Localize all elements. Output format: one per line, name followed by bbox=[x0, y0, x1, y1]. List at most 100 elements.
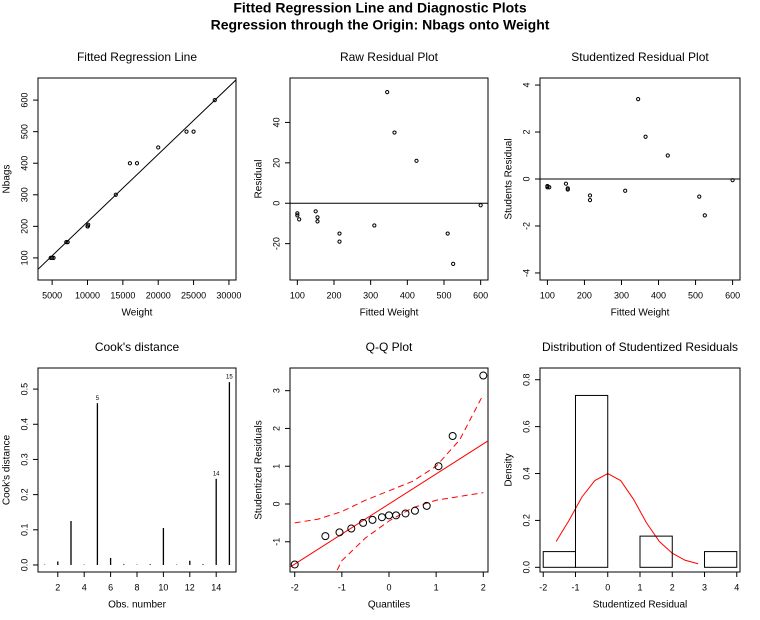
panel-title: Raw Residual Plot bbox=[340, 50, 439, 64]
y-tick-label: 0.5 bbox=[19, 383, 29, 396]
y-tick-label: -4 bbox=[521, 269, 531, 277]
point bbox=[321, 532, 330, 541]
point bbox=[290, 560, 299, 569]
point bbox=[337, 231, 342, 236]
y-tick-label: 3 bbox=[271, 388, 281, 393]
x-tick-label: 5000 bbox=[42, 290, 62, 300]
x-axis-label: Weight bbox=[122, 308, 153, 319]
x-tick-label: 200 bbox=[326, 290, 341, 300]
x-tick-label: 200 bbox=[577, 290, 592, 300]
y-tick-label: 2 bbox=[271, 426, 281, 431]
x-tick-label: 10 bbox=[158, 582, 168, 592]
y-tick-label: 600 bbox=[19, 93, 29, 108]
y-tick-label: 0 bbox=[271, 501, 281, 506]
x-tick-label: 300 bbox=[363, 290, 378, 300]
point bbox=[295, 211, 300, 216]
y-tick-label: 4 bbox=[521, 83, 531, 88]
panel-title: Q-Q Plot bbox=[366, 340, 413, 354]
plot-frame bbox=[289, 77, 489, 281]
x-tick-label: 1 bbox=[637, 582, 642, 592]
point bbox=[50, 255, 55, 261]
point bbox=[313, 209, 318, 214]
x-axis-label: Fitted Weight bbox=[611, 308, 670, 319]
y-tick-label: -1 bbox=[271, 538, 281, 546]
y-tick-label: 500 bbox=[19, 124, 29, 139]
x-axis-label: Studentized Residual bbox=[593, 600, 688, 611]
y-tick-label: 0.2 bbox=[521, 514, 531, 527]
point bbox=[335, 528, 344, 537]
bar bbox=[574, 394, 609, 568]
point bbox=[359, 518, 368, 527]
point bbox=[64, 240, 69, 245]
point bbox=[587, 198, 593, 203]
x-tick-label: -1 bbox=[338, 582, 346, 592]
curve bbox=[290, 440, 488, 568]
x-tick-label: 6 bbox=[108, 582, 113, 592]
panel bbox=[38, 79, 236, 270]
point bbox=[623, 188, 628, 193]
point-label: 15 bbox=[226, 375, 233, 381]
y-tick-label: 0.0 bbox=[19, 559, 29, 572]
point bbox=[730, 178, 735, 183]
point bbox=[191, 129, 196, 134]
y-tick-label: -20 bbox=[271, 237, 281, 250]
point bbox=[422, 501, 431, 510]
y-tick-label: 200 bbox=[19, 219, 29, 234]
point bbox=[587, 193, 593, 198]
point bbox=[697, 194, 702, 199]
y-tick-label: 300 bbox=[19, 187, 29, 202]
point bbox=[401, 509, 410, 518]
y-tick-label: 0.4 bbox=[19, 418, 29, 431]
x-tick-label: 600 bbox=[725, 290, 740, 300]
panel-title: Distribution of Studentized Residuals bbox=[542, 340, 738, 354]
x-tick-label: 600 bbox=[473, 290, 488, 300]
point bbox=[337, 239, 342, 244]
point bbox=[156, 145, 161, 150]
y-tick-label: 100 bbox=[19, 250, 29, 265]
point bbox=[434, 462, 443, 471]
x-tick-label: 2 bbox=[55, 582, 60, 592]
point bbox=[448, 432, 457, 440]
curve bbox=[555, 472, 699, 565]
panel-title: Cook's distance bbox=[95, 340, 180, 354]
point bbox=[51, 255, 56, 261]
figure-subtitle: Regression through the Origin: Nbags ont… bbox=[211, 17, 550, 33]
x-tick-label: 4 bbox=[82, 582, 87, 592]
x-tick-label: 15000 bbox=[110, 290, 135, 300]
panel bbox=[540, 97, 740, 218]
x-tick-label: 300 bbox=[614, 290, 629, 300]
y-tick-label: 400 bbox=[19, 156, 29, 171]
x-tick-label: 25000 bbox=[181, 290, 206, 300]
y-tick-label: -2 bbox=[521, 222, 531, 230]
x-tick-label: -1 bbox=[571, 582, 579, 592]
x-tick-label: 2 bbox=[481, 582, 486, 592]
point bbox=[297, 217, 302, 222]
point bbox=[479, 371, 488, 380]
x-tick-label: 100 bbox=[290, 290, 305, 300]
y-tick-label: 0.0 bbox=[521, 561, 531, 574]
x-tick-label: 12 bbox=[185, 582, 195, 592]
point bbox=[113, 192, 118, 197]
x-axis-label: Obs. number bbox=[108, 600, 166, 611]
curve bbox=[38, 79, 236, 270]
point bbox=[65, 240, 70, 245]
x-tick-label: 4 bbox=[734, 582, 739, 592]
x-tick-label: 1 bbox=[434, 582, 439, 592]
curve bbox=[294, 394, 484, 524]
y-axis-label: Density bbox=[504, 453, 515, 486]
figure-title: Fitted Regression Line and Diagnostic Pl… bbox=[233, 0, 526, 16]
x-tick-label: 500 bbox=[436, 290, 451, 300]
x-tick-label: 14 bbox=[211, 582, 221, 592]
y-tick-label: 0.6 bbox=[521, 420, 531, 433]
x-tick-label: -2 bbox=[539, 582, 547, 592]
panel-title: Fitted Regression Line bbox=[77, 50, 197, 64]
y-axis-label: Residual bbox=[254, 160, 265, 199]
x-tick-label: 0 bbox=[386, 582, 391, 592]
y-tick-label: 0 bbox=[521, 176, 531, 181]
x-tick-label: 400 bbox=[400, 290, 415, 300]
y-axis-label: Students Residual bbox=[504, 138, 515, 219]
point bbox=[478, 203, 483, 208]
x-tick-label: 10000 bbox=[75, 290, 100, 300]
x-axis-label: Quantiles bbox=[368, 600, 410, 611]
point-label: 5 bbox=[96, 396, 100, 402]
